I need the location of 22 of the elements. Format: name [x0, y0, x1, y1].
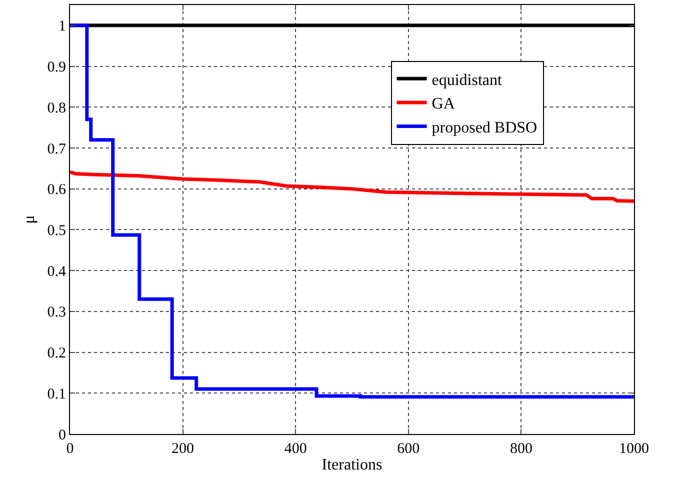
y-axis-title: μ [21, 215, 38, 224]
y-tick-label: 0.8 [47, 100, 66, 116]
y-tick-label: 0.5 [47, 222, 66, 239]
x-tick-label: 800 [510, 441, 532, 457]
y-tick-label: 0.4 [47, 264, 66, 280]
line-series [70, 170, 634, 203]
legend-label: equidistant [432, 72, 503, 89]
y-tick-label: 0 [58, 427, 66, 444]
y-tick-label: 0.1 [47, 386, 66, 402]
x-axis-title: Iterations [322, 456, 382, 474]
legend-label: GA [432, 96, 456, 113]
x-tick-label: 200 [172, 441, 194, 457]
legend-label: proposed BDSO [432, 120, 538, 137]
x-tick-label: 1000 [619, 441, 649, 457]
y-tick-label: 0.6 [47, 182, 66, 198]
x-tick-label: 400 [284, 441, 307, 457]
y-tick-label: 0.2 [47, 346, 66, 362]
x-tick-label: 600 [397, 441, 420, 457]
y-tick-label: 0.3 [47, 304, 66, 321]
y-tick-label: 0.9 [47, 60, 66, 76]
y-tick-label: 0.7 [47, 141, 66, 158]
y-tick-label: 1 [58, 18, 66, 35]
